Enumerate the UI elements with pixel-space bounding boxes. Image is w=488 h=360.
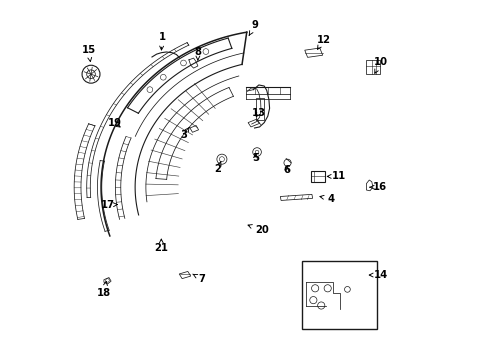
Text: 18: 18 — [97, 282, 111, 298]
Text: 5: 5 — [251, 153, 258, 163]
Text: 3: 3 — [180, 127, 189, 140]
Text: 14: 14 — [368, 270, 387, 280]
Text: 10: 10 — [373, 57, 387, 73]
Text: 11: 11 — [326, 171, 345, 181]
Text: 6: 6 — [283, 165, 290, 175]
Text: 20: 20 — [247, 225, 268, 235]
Text: 1: 1 — [158, 32, 165, 50]
Text: 2: 2 — [214, 161, 221, 174]
Text: 9: 9 — [248, 20, 258, 35]
Text: 21: 21 — [154, 239, 168, 253]
Text: 17: 17 — [101, 200, 117, 210]
Text: 16: 16 — [369, 182, 386, 192]
Text: 4: 4 — [319, 194, 333, 204]
Text: 7: 7 — [192, 274, 204, 284]
Text: 19: 19 — [107, 118, 122, 128]
Text: 15: 15 — [81, 45, 95, 62]
Text: 8: 8 — [194, 46, 201, 60]
Text: 13: 13 — [251, 108, 265, 118]
Text: 12: 12 — [316, 35, 330, 49]
Bar — [301, 261, 376, 329]
Bar — [255, 98, 264, 120]
